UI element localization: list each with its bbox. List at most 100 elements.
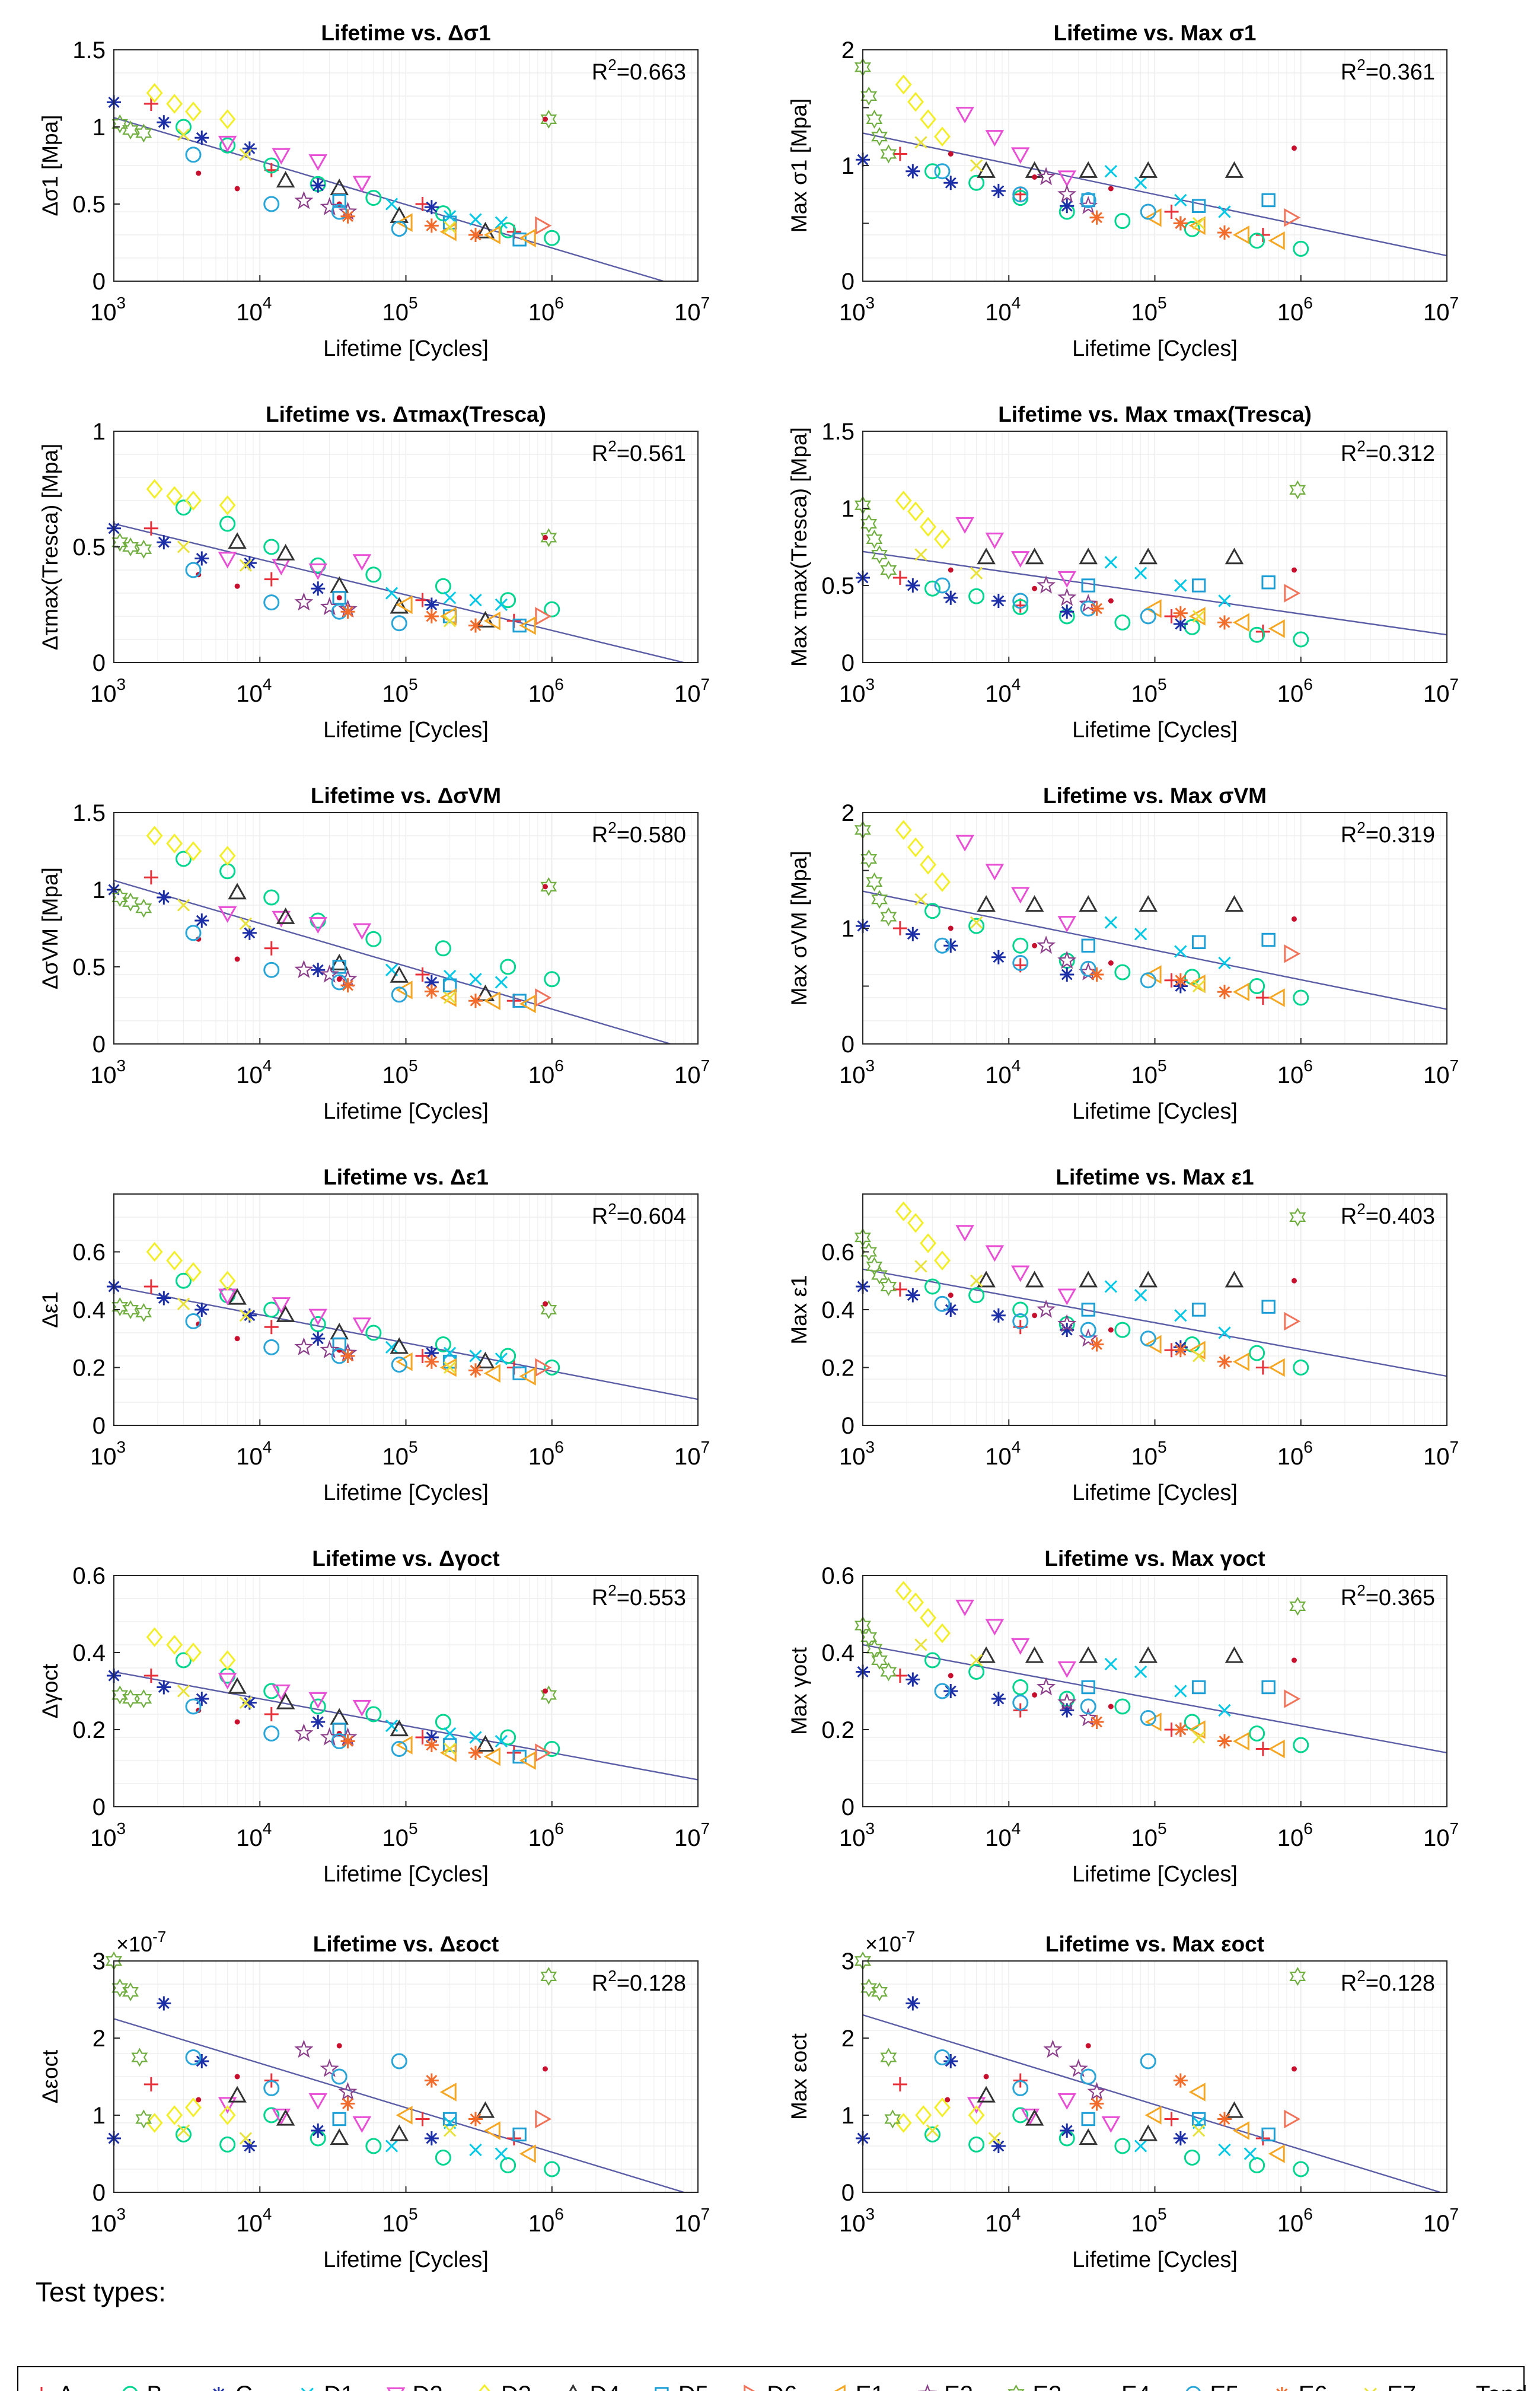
- r-squared-label: R2=0.403: [1341, 1200, 1435, 1229]
- data-point-d2: [955, 1599, 974, 1616]
- legend-item-e3: E3: [1007, 2382, 1061, 2391]
- data-point-d4: [390, 2124, 409, 2141]
- data-point-d5: [1191, 1680, 1206, 1695]
- legend-marker-d6: [744, 2384, 755, 2391]
- data-point-c: [991, 1692, 1006, 1706]
- data-point-d2: [985, 1245, 1005, 1262]
- data-point-e7: [914, 893, 927, 906]
- data-point-e3: [122, 1300, 139, 1320]
- data-point-d1: [1134, 176, 1147, 189]
- data-point-e6: [424, 2073, 439, 2088]
- data-point-b: [1293, 1737, 1309, 1753]
- data-point-d2: [1057, 1288, 1077, 1306]
- data-point-e1: [1144, 2106, 1162, 2125]
- data-point-d4: [977, 161, 996, 178]
- data-point-e5: [1080, 960, 1096, 977]
- trend-line: [862, 1644, 1447, 1754]
- y-tick-label: 1: [841, 2103, 855, 2129]
- data-point-e7: [239, 559, 253, 572]
- data-point-e4: [196, 170, 202, 176]
- chart-title: Lifetime vs. Δεoct: [313, 1932, 499, 1956]
- data-point-d2: [955, 517, 974, 534]
- data-point-e6: [1217, 1354, 1232, 1369]
- data-point-a: [264, 572, 279, 587]
- data-point-e1: [1232, 982, 1249, 1002]
- data-point-b: [924, 1278, 940, 1295]
- data-point-b: [1293, 1360, 1309, 1376]
- data-point-e6: [1089, 1715, 1104, 1729]
- data-point-e7: [970, 1654, 983, 1667]
- data-point-e5: [391, 615, 407, 632]
- data-point-d4: [1225, 547, 1244, 565]
- data-point-e3: [135, 539, 152, 559]
- y-tick-label: 1: [841, 496, 855, 522]
- data-point-d4: [1079, 161, 1098, 178]
- data-point-d4: [390, 1720, 409, 1737]
- data-point-d2: [985, 532, 1005, 549]
- data-point-b: [500, 592, 516, 609]
- data-point-e7: [1192, 2124, 1206, 2137]
- data-point-d5: [332, 194, 346, 208]
- data-point-e1: [439, 1358, 457, 1377]
- chart-title: Lifetime vs. Max τmax(Tresca): [998, 402, 1312, 426]
- y-axis-label: Max σ1 [Mpa]: [787, 98, 811, 233]
- data-point-e4: [542, 1688, 548, 1694]
- data-point-e5: [331, 974, 347, 991]
- data-point-e5: [185, 2049, 202, 2065]
- y-tick-label: 0: [841, 1794, 855, 1820]
- data-point-e6: [1173, 606, 1188, 620]
- data-point-b: [968, 1664, 985, 1680]
- data-point-e5: [1080, 1698, 1096, 1715]
- data-point-c: [905, 578, 920, 593]
- legend-marker-d2: [386, 2387, 406, 2391]
- r-squared-label: R2=0.312: [1341, 437, 1435, 466]
- y-tick-label: 0.6: [821, 1240, 855, 1266]
- data-point-c: [195, 1303, 209, 1317]
- data-point-d2: [955, 107, 974, 124]
- data-point-e6: [340, 1734, 355, 1749]
- data-point-d3: [907, 1213, 924, 1233]
- data-point-a: [144, 521, 158, 536]
- data-point-b: [263, 539, 280, 555]
- data-point-b: [219, 2136, 236, 2153]
- data-point-e3: [871, 1265, 888, 1285]
- data-point-d1: [385, 1341, 398, 1354]
- data-point-d5: [1191, 199, 1206, 213]
- x-axis-label: Lifetime [Cycles]: [323, 1862, 489, 1887]
- data-point-e4: [1108, 960, 1114, 966]
- data-point-d3: [219, 2105, 236, 2125]
- data-point-d2: [1057, 2093, 1077, 2110]
- data-point-e1: [1188, 2083, 1206, 2102]
- data-point-d1: [469, 1731, 482, 1744]
- data-point-d3: [146, 2113, 163, 2133]
- data-point-e6: [1217, 615, 1232, 630]
- y-tick-label: 0.5: [821, 573, 855, 599]
- data-point-e3: [540, 528, 557, 547]
- data-point-d4: [476, 221, 495, 238]
- data-point-d3: [934, 529, 951, 549]
- grid: [862, 1961, 1447, 2192]
- data-point-e4: [1291, 1657, 1297, 1663]
- data-point-e2: [1037, 575, 1056, 594]
- data-point-e1: [396, 1736, 413, 1755]
- data-point-b: [1249, 1345, 1265, 1361]
- data-point-e4: [542, 884, 548, 890]
- data-point-d6: [1284, 944, 1301, 963]
- data-point-d3: [920, 1233, 937, 1253]
- data-point-d2: [1057, 1661, 1077, 1678]
- data-point-a: [1255, 991, 1270, 1005]
- legend-marker-e3: [1007, 2384, 1025, 2391]
- data-point-c: [943, 938, 958, 953]
- data-point-c: [157, 1680, 171, 1695]
- data-point-e2: [320, 964, 339, 983]
- data-point-d4: [1139, 161, 1158, 178]
- data-point-d3: [920, 517, 937, 537]
- data-point-e1: [396, 595, 413, 615]
- data-point-d3: [934, 1250, 951, 1271]
- data-point-e3: [880, 1276, 897, 1297]
- data-point-d2: [985, 1619, 1005, 1636]
- data-point-e5: [263, 2080, 280, 2096]
- data-point-e2: [1043, 2039, 1063, 2058]
